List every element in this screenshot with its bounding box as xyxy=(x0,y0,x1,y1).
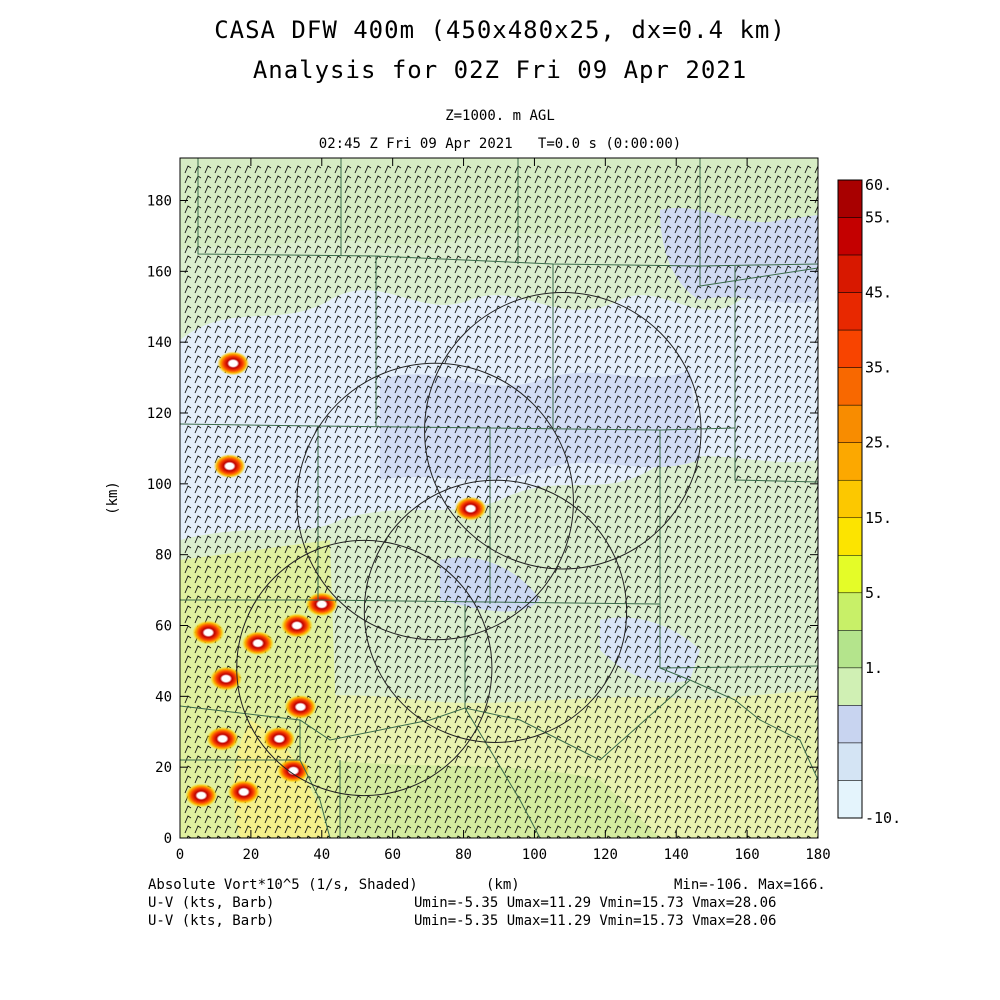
field-label-uv-1: U-V (kts, Barb) xyxy=(148,895,275,911)
colorbar-label: 55. xyxy=(865,209,892,227)
range-ring xyxy=(363,479,628,743)
x-tick-label: 0 xyxy=(176,847,184,863)
colorbar-swatch xyxy=(837,367,863,406)
x-tick-label: 80 xyxy=(455,847,472,863)
colorbar-label: 25. xyxy=(865,434,892,452)
plot-frame xyxy=(179,157,819,839)
range-ring xyxy=(424,291,702,570)
vorticity-max xyxy=(227,779,260,804)
colorbar-swatch xyxy=(837,592,863,631)
y-tick-label: 120 xyxy=(147,406,172,422)
colorbar-swatch xyxy=(837,442,863,481)
barb-field xyxy=(184,165,818,838)
y-tick-label: 40 xyxy=(155,689,172,705)
wind-barbs xyxy=(184,165,818,838)
x-tick-label: 180 xyxy=(805,847,830,863)
vorticity-max xyxy=(284,694,317,719)
vorticity-max xyxy=(263,726,296,751)
colorbar-swatch xyxy=(837,254,863,293)
field-label-uv-2: U-V (kts, Barb) xyxy=(148,913,275,929)
colorbar-label: 15. xyxy=(865,509,892,527)
range-ring xyxy=(296,362,574,641)
vorticity-max xyxy=(206,726,239,751)
field-label-vorticity: Absolute Vort*10^5 (1/s, Shaded) xyxy=(148,877,418,893)
y-axis: 0 20 40 60 80 100 120 140 160 180 xyxy=(147,194,818,847)
y-tick-label: 0 xyxy=(164,831,172,847)
colorbar-label: 35. xyxy=(865,359,892,377)
colorbar-swatch xyxy=(837,517,863,556)
uv-stats-1: Umin=-5.35 Umax=11.29 Vmin=15.73 Vmax=28… xyxy=(414,895,777,911)
vorticity-max xyxy=(185,783,218,808)
range-ring xyxy=(236,539,493,797)
county-boundaries xyxy=(180,158,818,838)
uv-stats-2: Umin=-5.35 Umax=11.29 Vmin=15.73 Vmax=28… xyxy=(414,913,777,929)
vorticity-max xyxy=(277,758,310,783)
x-tick-label: 20 xyxy=(242,847,259,863)
colorbar-swatch xyxy=(837,780,863,819)
vorticity-max xyxy=(280,613,313,638)
colorbar-label: -10. xyxy=(865,809,901,827)
colorbar: 60. 55. 45. 35. 25. 15. 5. 1. -10. xyxy=(837,176,901,827)
vorticity-max xyxy=(213,454,246,479)
vorticity-max xyxy=(217,351,250,376)
x-tick-label: 140 xyxy=(664,847,689,863)
colorbar-swatch xyxy=(837,667,863,706)
y-tick-label: 20 xyxy=(155,760,172,776)
vorticity-max xyxy=(192,620,225,645)
x-tick-label: 40 xyxy=(313,847,330,863)
x-axis-label: (km) xyxy=(486,877,520,893)
level-label: Z=1000. m AGL xyxy=(445,108,555,124)
y-tick-label: 140 xyxy=(147,335,172,351)
colorbar-swatch xyxy=(837,630,863,669)
colorbar-swatch xyxy=(837,555,863,594)
time-label: 02:45 Z Fri 09 Apr 2021 T=0.0 s (0:00:00… xyxy=(318,136,682,152)
y-tick-label: 160 xyxy=(147,264,172,280)
colorbar-swatch xyxy=(837,479,863,519)
vorticity-max xyxy=(454,496,487,521)
y-tick-label: 100 xyxy=(147,477,172,493)
vorticity-max xyxy=(241,631,274,656)
colorbar-swatch xyxy=(837,705,863,744)
vorticity-max xyxy=(210,666,243,691)
colorbar-swatch xyxy=(837,329,863,368)
title-line2: Analysis for 02Z Fri 09 Apr 2021 xyxy=(252,56,748,84)
title-line1: CASA DFW 400m (450x480x25, dx=0.4 km) xyxy=(214,16,786,44)
vorticity-maxima xyxy=(185,351,487,808)
vorticity-max xyxy=(305,592,338,617)
colorbar-swatch xyxy=(837,742,863,781)
colorbar-swatch xyxy=(837,292,863,331)
y-axis-label: (km) xyxy=(105,481,121,515)
colorbar-label: 5. xyxy=(865,584,883,602)
colorbar-swatch xyxy=(837,179,863,218)
x-axis: 0 20 40 60 80 100 120 140 160 180 xyxy=(176,158,831,863)
colorbar-label: 1. xyxy=(865,659,883,677)
y-tick-label: 80 xyxy=(155,548,172,564)
x-tick-label: 160 xyxy=(734,847,759,863)
y-tick-label: 60 xyxy=(155,619,172,635)
colorbar-frame xyxy=(837,179,863,819)
min-max-label: Min=-106. Max=166. xyxy=(674,877,826,893)
x-tick-label: 60 xyxy=(384,847,401,863)
colorbar-swatch xyxy=(837,404,863,443)
plot-area xyxy=(180,158,818,838)
x-tick-label: 120 xyxy=(593,847,618,863)
colorbar-label: 45. xyxy=(865,284,892,302)
colorbar-label: 60. xyxy=(865,176,892,194)
radar-range-rings xyxy=(236,291,702,797)
colorbar-swatch xyxy=(837,217,863,256)
y-tick-label: 180 xyxy=(147,194,172,210)
x-tick-label: 100 xyxy=(522,847,547,863)
